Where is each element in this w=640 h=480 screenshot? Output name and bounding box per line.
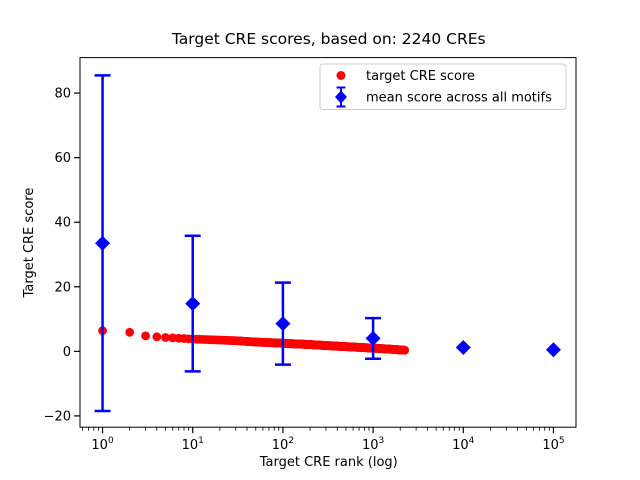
y-axis-ticks: −20 0 20 40 60 80 <box>44 87 80 424</box>
x-tick-label: 103 <box>362 436 384 453</box>
x-axis-label: Target CRE rank (log) <box>259 455 398 470</box>
y-tick-label: 80 <box>54 87 71 102</box>
mean-score-diamond <box>95 235 111 251</box>
legend-label-target-score: target CRE score <box>366 69 475 84</box>
x-tick-label: 105 <box>542 436 564 453</box>
y-tick-label: 40 <box>54 216 71 231</box>
y-tick-label: 20 <box>54 280 71 295</box>
y-axis-label: Target CRE score <box>22 188 37 299</box>
chart-title: Target CRE scores, based on: 2240 CREs <box>171 30 486 48</box>
target-score-point <box>125 327 135 337</box>
legend: target CRE score mean score across all m… <box>319 63 567 110</box>
target-cre-score-series <box>98 326 410 355</box>
mean-score-diamond <box>275 316 291 332</box>
target-score-point <box>400 345 410 355</box>
legend-box <box>319 63 567 110</box>
plot-frame <box>79 57 577 428</box>
mean-score-series <box>94 74 561 413</box>
legend-red-circle-icon <box>336 71 346 80</box>
x-tick-label: 101 <box>182 436 204 453</box>
x-axis-minor-ticks <box>82 427 550 431</box>
mean-score-diamond <box>365 330 381 346</box>
y-tick-label: 60 <box>54 151 71 166</box>
mean-score-diamond <box>455 339 471 355</box>
x-axis-ticks: 100 101 102 103 104 105 <box>91 427 565 453</box>
x-tick-label: 102 <box>272 436 294 453</box>
target-score-point <box>161 333 170 342</box>
target-score-point <box>152 332 162 342</box>
mean-score-diamond <box>185 296 201 312</box>
y-tick-label: 0 <box>63 345 71 360</box>
target-score-point <box>141 331 150 341</box>
mean-score-diamond <box>545 342 561 358</box>
y-tick-label: −20 <box>44 409 71 424</box>
x-tick-label: 104 <box>452 436 475 453</box>
legend-blue-diamond-errorbar-icon <box>335 86 347 108</box>
axes-border <box>79 57 577 428</box>
legend-label-mean-score: mean score across all motifs <box>366 91 552 106</box>
x-tick-label: 100 <box>91 436 114 453</box>
